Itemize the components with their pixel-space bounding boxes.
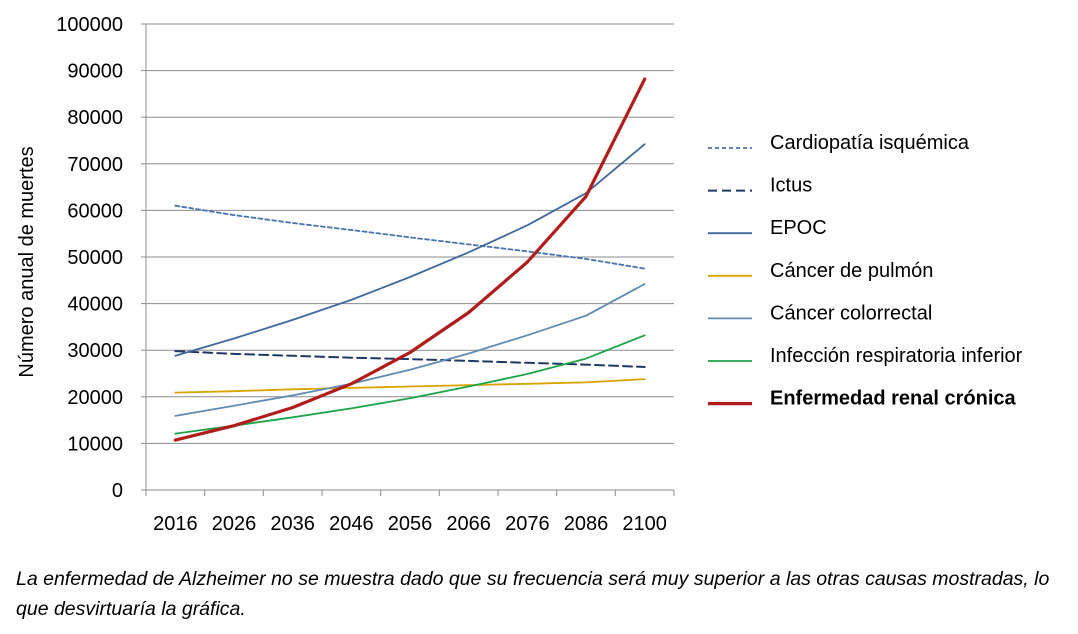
y-tick-label: 60000 bbox=[67, 200, 123, 222]
y-tick-label: 30000 bbox=[67, 340, 123, 362]
y-tick-label: 50000 bbox=[67, 247, 123, 269]
x-tick-label: 2066 bbox=[446, 513, 491, 535]
series-line-1 bbox=[174, 204, 646, 270]
legend-label: EPOC bbox=[770, 217, 827, 239]
y-tick-label: 40000 bbox=[67, 294, 123, 316]
legend: Cardiopatía isquémica Ictus EPOC Cáncer de … bbox=[708, 132, 1023, 410]
legend-label: Cáncer de pulmón bbox=[770, 260, 933, 282]
x-tick-label: 2086 bbox=[564, 513, 609, 535]
legend-item: Ictus bbox=[708, 175, 812, 197]
y-tick-label: 0 bbox=[112, 480, 123, 502]
series-line-4 bbox=[174, 378, 646, 394]
y-tick-label: 100000 bbox=[56, 14, 123, 36]
line-chart: 0 10000 20000 30000 40000 50000 60000 70000 8000… bbox=[16, 14, 1023, 535]
x-tick-label: 2076 bbox=[505, 513, 550, 535]
gridlines bbox=[146, 23, 674, 444]
x-tick-label: 2046 bbox=[329, 513, 374, 535]
series-lines bbox=[173, 77, 647, 442]
legend-item: Enfermedad renal crónica bbox=[708, 388, 1017, 410]
legend-label: Enfermedad renal crónica bbox=[770, 388, 1017, 410]
legend-item: Cáncer de pulmón bbox=[708, 260, 933, 282]
series-line-3 bbox=[174, 143, 646, 357]
legend-label: Cardiopatía isquémica bbox=[770, 132, 970, 154]
legend-item: Infección respiratoria inferior bbox=[708, 345, 1023, 367]
legend-label: Cáncer colorrectal bbox=[770, 302, 932, 324]
y-tick-label: 80000 bbox=[67, 107, 123, 129]
y-tick-label: 10000 bbox=[67, 433, 123, 455]
series-line-7 bbox=[173, 77, 647, 442]
legend-label: Ictus bbox=[770, 175, 812, 197]
chart-caption: La enfermedad de Alzheimer no se muestra… bbox=[16, 568, 1050, 620]
y-tick-label: 20000 bbox=[67, 387, 123, 409]
legend-item: EPOC bbox=[708, 217, 827, 239]
x-tick-label: 2026 bbox=[212, 513, 257, 535]
series-line-5 bbox=[174, 283, 646, 417]
x-tick-label: 2100 bbox=[622, 513, 667, 535]
legend-item: Cardiopatía isquémica bbox=[708, 132, 970, 154]
series-line-6 bbox=[174, 334, 646, 435]
y-tick-label: 70000 bbox=[67, 154, 123, 176]
x-tick-label: 2016 bbox=[153, 513, 198, 535]
legend-label: Infección respiratoria inferior bbox=[770, 345, 1023, 367]
axes: 0 10000 20000 30000 40000 50000 60000 70000 8000… bbox=[56, 14, 675, 535]
y-axis-title: Número anual de muertes bbox=[16, 146, 38, 377]
x-tick-label: 2056 bbox=[388, 513, 433, 535]
y-tick-label: 90000 bbox=[67, 61, 123, 83]
legend-item: Cáncer colorrectal bbox=[708, 302, 932, 324]
x-tick-label: 2036 bbox=[270, 513, 315, 535]
